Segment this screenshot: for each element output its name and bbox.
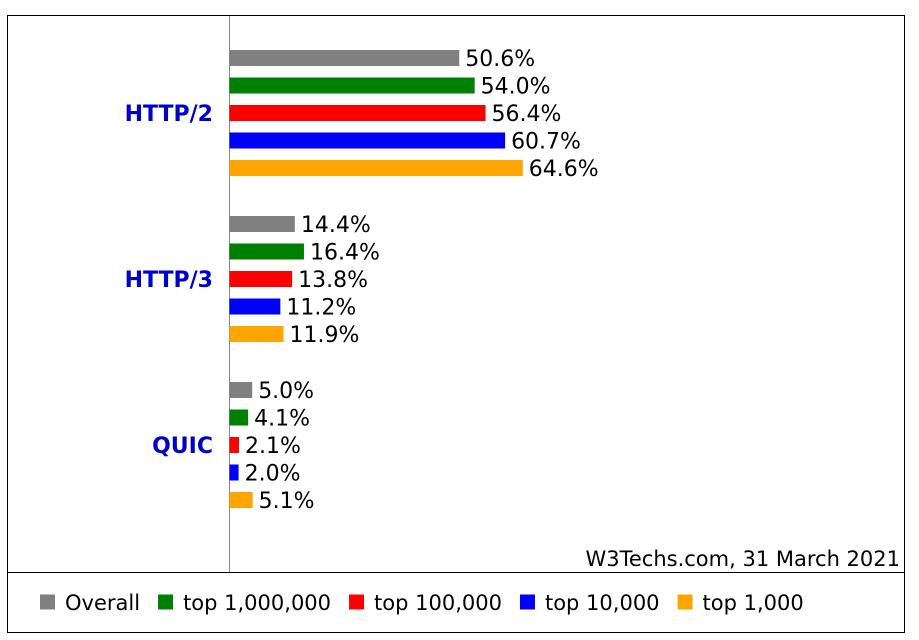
value-label-http-3-top-1-000: 11.9% bbox=[290, 323, 360, 348]
bar-http-2-top-10-000 bbox=[229, 132, 506, 149]
bar-http-2-top-100-000 bbox=[229, 105, 486, 121]
bar-quic-overall bbox=[229, 382, 253, 398]
legend-swatch-top-1-000-000 bbox=[158, 594, 174, 610]
value-label-http-2-overall: 50.6% bbox=[465, 47, 535, 72]
plot-frame bbox=[7, 15, 905, 573]
value-labels: 50.6% 54.0%56.4% 60.7%64.6% 14.4% 16.4%13.8%… bbox=[245, 47, 599, 514]
category-label-http-3: HTTP/3 bbox=[125, 268, 213, 293]
bar-http-3-overall bbox=[229, 216, 295, 232]
category-label-quic: QUIC bbox=[152, 434, 213, 459]
value-label-http-3-top-10-000: 11.2% bbox=[286, 296, 356, 321]
legend-swatch-overall bbox=[40, 594, 55, 610]
value-label-http-2-top-1-000-000: 54.0% bbox=[481, 75, 551, 100]
bar-http-3-top-10-000 bbox=[229, 298, 281, 315]
chart-credit: W3Techs.com, 31 March 2021 bbox=[585, 547, 900, 571]
bar-http-2-top-1-000 bbox=[229, 160, 523, 176]
value-label-http-2-top-10-000: 60.7% bbox=[511, 130, 581, 155]
value-label-quic-top-1-000-000: 4.1% bbox=[254, 407, 310, 432]
bar-quic-top-1-000-000 bbox=[229, 409, 249, 426]
legend-swatch-top-10-000 bbox=[519, 594, 535, 610]
legend-label-top-10-000: top 10,000 bbox=[545, 591, 660, 615]
value-label-quic-top-10-000: 2.0% bbox=[245, 462, 301, 487]
bar-http-3-top-100-000 bbox=[229, 271, 293, 287]
legend-label-top-1-000-000: top 1,000,000 bbox=[183, 591, 331, 615]
legend-label-top-100-000: top 100,000 bbox=[374, 591, 502, 615]
bar-http-3-top-1-000 bbox=[229, 326, 284, 342]
legend-label-top-1-000: top 1,000 bbox=[703, 591, 804, 615]
value-label-quic-top-100-000: 2.1% bbox=[245, 434, 301, 459]
value-label-quic-top-1-000: 5.1% bbox=[259, 489, 315, 514]
bar-http-2-overall bbox=[229, 50, 460, 66]
bars bbox=[229, 50, 523, 508]
legend-frame bbox=[7, 572, 905, 633]
bar-quic-top-10-000 bbox=[229, 464, 239, 481]
value-label-http-3-overall: 14.4% bbox=[301, 213, 371, 238]
category-label-http-2: HTTP/2 bbox=[125, 102, 213, 127]
value-label-http-3-top-100-000: 13.8% bbox=[298, 268, 368, 293]
legend-label-overall: Overall bbox=[65, 591, 140, 615]
value-label-quic-overall: 5.0% bbox=[258, 379, 314, 404]
bar-quic-top-100-000 bbox=[229, 437, 240, 453]
legend: Overall top 1,000,000 top 100,000 top 10,00… bbox=[40, 591, 804, 615]
value-label-http-2-top-1-000: 64.6% bbox=[529, 157, 599, 182]
bar-http-3-top-1-000-000 bbox=[229, 243, 304, 260]
value-label-http-2-top-100-000: 56.4% bbox=[492, 102, 562, 127]
bar-http-2-top-1-000-000 bbox=[229, 77, 475, 94]
legend-swatch-top-100-000 bbox=[349, 594, 365, 610]
value-label-http-3-top-1-000-000: 16.4% bbox=[310, 241, 380, 266]
legend-swatch-top-1-000 bbox=[677, 594, 693, 610]
bar-quic-top-1-000 bbox=[229, 492, 253, 508]
category-labels: HTTP/2 HTTP/3 QUIC bbox=[125, 102, 213, 459]
